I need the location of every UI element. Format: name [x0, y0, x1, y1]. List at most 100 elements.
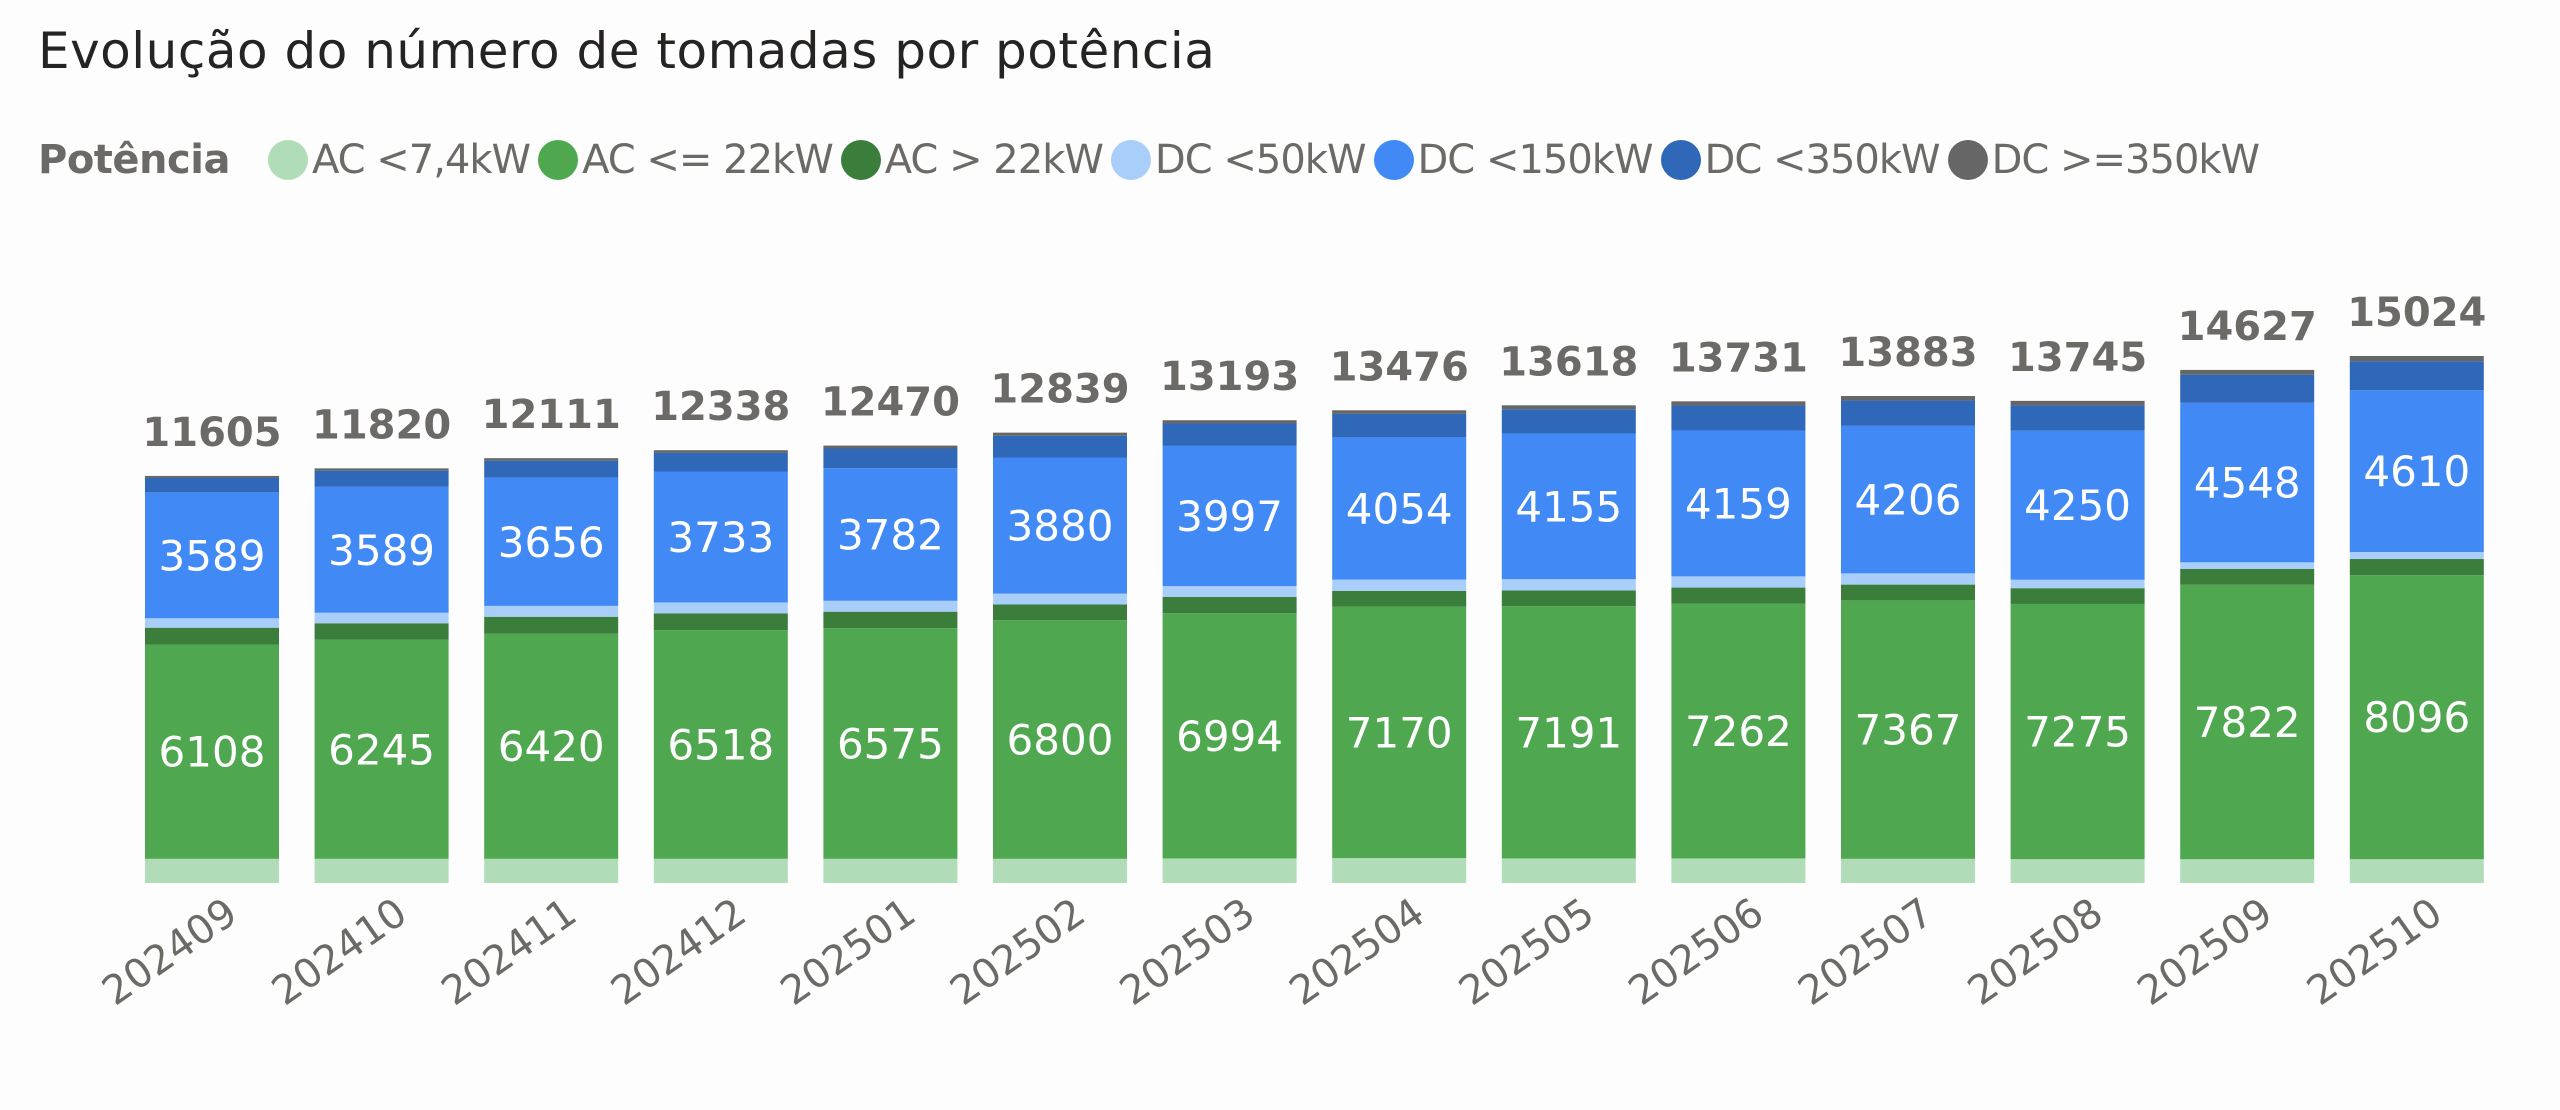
bar-segment[interactable] [993, 604, 1127, 621]
bar-segment[interactable] [1671, 401, 1806, 406]
legend-item[interactable]: DC >=350kW [1947, 137, 2260, 183]
bar-segment[interactable] [653, 613, 788, 631]
bar-segment[interactable] [823, 600, 958, 612]
legend-item[interactable]: DC <350kW [1660, 137, 1941, 183]
bar-segment[interactable] [1671, 587, 1806, 604]
bar-segment[interactable] [2349, 356, 2484, 362]
bar-segment[interactable] [1501, 590, 1636, 607]
bar-segment[interactable] [1162, 423, 1297, 446]
bar-segment[interactable] [2010, 588, 2145, 604]
bar-segment[interactable] [1162, 586, 1297, 597]
bar-segment[interactable] [1332, 413, 1467, 438]
bar-segment[interactable] [1501, 433, 1636, 580]
bar-segment[interactable] [2180, 374, 2315, 403]
bar-stack[interactable]: 6575 3782 [823, 445, 958, 883]
bar-segment[interactable] [2349, 361, 2484, 391]
bar-segment[interactable] [484, 633, 619, 859]
bar-segment[interactable] [2010, 430, 2145, 580]
bar-segment[interactable] [653, 450, 788, 453]
bar-segment[interactable] [823, 468, 958, 601]
bar-segment[interactable] [145, 618, 279, 628]
bar-segment[interactable] [1332, 606, 1467, 859]
bar-segment[interactable] [1841, 400, 1975, 426]
bar-stack[interactable]: 6800 3880 [993, 432, 1127, 883]
bar-segment[interactable] [2349, 390, 2484, 553]
bar-segment[interactable] [1501, 858, 1636, 883]
bar-segment[interactable] [1332, 437, 1467, 580]
bar-segment[interactable] [653, 630, 788, 859]
bar-segment[interactable] [2180, 562, 2315, 569]
bar-segment[interactable] [145, 477, 279, 493]
bar-segment[interactable] [2010, 603, 2145, 860]
bar-segment[interactable] [1162, 613, 1297, 859]
bar-segment[interactable] [993, 435, 1127, 458]
bar-stack[interactable]: 7367 4206 [1841, 396, 1975, 883]
bar-segment[interactable] [145, 858, 279, 883]
bar-segment[interactable] [1671, 603, 1806, 859]
bar-stack[interactable]: 6420 3656 [484, 458, 619, 883]
bar-segment[interactable] [1162, 596, 1297, 614]
bar-stack[interactable]: 7822 4548 [2180, 369, 2315, 883]
bar-segment[interactable] [823, 445, 958, 449]
bar-segment[interactable] [2349, 575, 2484, 860]
bar-segment[interactable] [2180, 859, 2315, 883]
bar-segment[interactable] [484, 460, 619, 478]
bar-segment[interactable] [993, 620, 1127, 859]
bar-segment[interactable] [1162, 420, 1297, 424]
bar-segment[interactable] [1671, 858, 1806, 883]
bar-segment[interactable] [1671, 405, 1806, 431]
bar-segment[interactable] [1501, 405, 1636, 410]
bar-segment[interactable] [1501, 579, 1636, 591]
legend-item[interactable]: AC > 22kW [840, 137, 1104, 183]
bar-segment[interactable] [484, 858, 619, 883]
bar-stack[interactable]: 7170 4054 [1332, 410, 1467, 883]
bar-segment[interactable] [2010, 405, 2145, 431]
bar-segment[interactable] [484, 616, 619, 634]
bar-segment[interactable] [2180, 568, 2315, 585]
bar-segment[interactable] [993, 432, 1127, 436]
bar-stack[interactable]: 8096 4610 [2349, 356, 2484, 883]
bar-segment[interactable] [1162, 445, 1297, 587]
bar-segment[interactable] [314, 612, 449, 624]
bar-segment[interactable] [314, 468, 449, 471]
bar-segment[interactable] [823, 611, 958, 629]
bar-segment[interactable] [2349, 559, 2484, 576]
bar-segment[interactable] [2180, 402, 2315, 563]
bar-stack[interactable]: 7262 4159 [1671, 401, 1806, 883]
bar-segment[interactable] [2349, 859, 2484, 883]
bar-segment[interactable] [1332, 579, 1467, 591]
bar-segment[interactable] [2010, 579, 2145, 589]
bar-segment[interactable] [2349, 552, 2484, 560]
bar-stack[interactable]: 6245 3589 [314, 468, 449, 883]
bar-segment[interactable] [1162, 858, 1297, 883]
bar-segment[interactable] [653, 452, 788, 472]
bar-stack[interactable]: 7191 4155 [1501, 405, 1636, 883]
bar-segment[interactable] [314, 486, 449, 613]
bar-segment[interactable] [1841, 573, 1975, 585]
bar-segment[interactable] [1841, 584, 1975, 601]
bar-stack[interactable]: 7275 4250 [2010, 400, 2145, 883]
bar-segment[interactable] [1501, 606, 1636, 859]
bar-segment[interactable] [1332, 590, 1467, 607]
bar-segment[interactable] [653, 858, 788, 883]
bar-segment[interactable] [2180, 584, 2315, 860]
bar-segment[interactable] [314, 639, 449, 859]
bar-segment[interactable] [2180, 369, 2315, 375]
bar-segment[interactable] [1671, 576, 1806, 588]
bar-segment[interactable] [1501, 409, 1636, 434]
bar-segment[interactable] [1671, 430, 1806, 577]
bar-stack[interactable]: 6108 3589 [145, 475, 279, 883]
bar-stack[interactable]: 6518 3733 [653, 450, 788, 883]
bar-segment[interactable] [993, 457, 1127, 594]
legend-item[interactable]: AC <7,4kW [267, 137, 531, 183]
bar-segment[interactable] [2010, 400, 2145, 406]
bar-segment[interactable] [1332, 410, 1467, 414]
bar-segment[interactable] [993, 858, 1127, 883]
bar-segment[interactable] [653, 602, 788, 614]
bar-segment[interactable] [2010, 859, 2145, 883]
bar-stack[interactable]: 6994 3997 [1162, 420, 1297, 883]
bar-segment[interactable] [1841, 858, 1975, 883]
bar-segment[interactable] [145, 644, 279, 859]
bar-segment[interactable] [314, 623, 449, 640]
bar-segment[interactable] [993, 593, 1127, 605]
